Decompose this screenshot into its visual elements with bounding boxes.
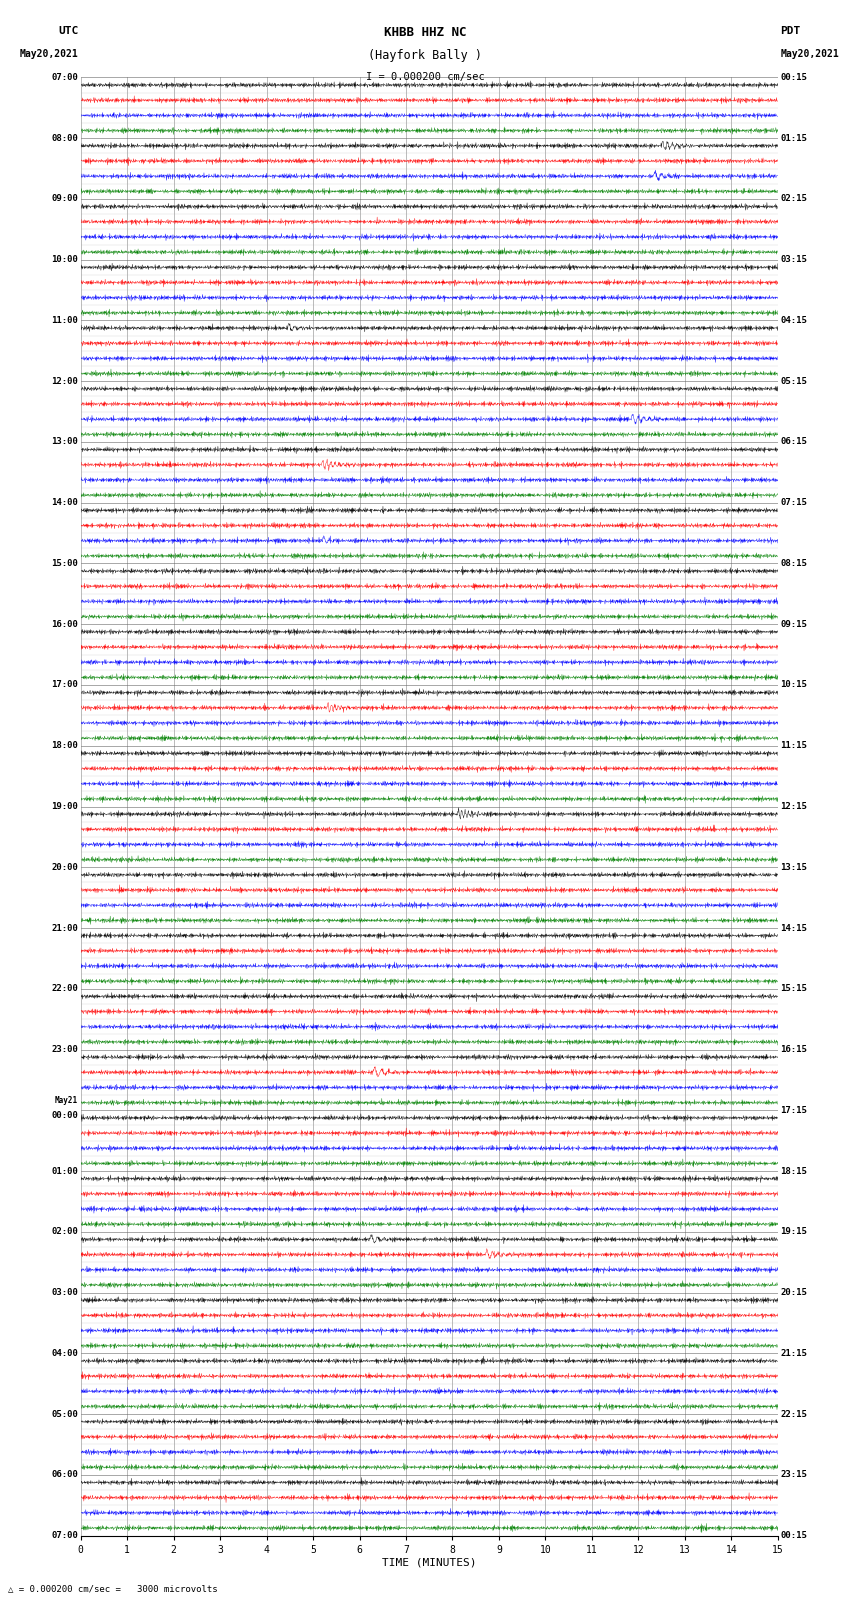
Text: 13:15: 13:15 [780, 863, 808, 871]
Text: 17:15: 17:15 [780, 1107, 808, 1115]
Text: 02:15: 02:15 [780, 195, 808, 203]
Text: 02:00: 02:00 [51, 1227, 78, 1236]
Text: 06:00: 06:00 [51, 1471, 78, 1479]
Text: 16:15: 16:15 [780, 1045, 808, 1053]
Text: 14:15: 14:15 [780, 924, 808, 932]
Text: 12:00: 12:00 [51, 377, 78, 386]
Text: 09:00: 09:00 [51, 195, 78, 203]
Text: 23:00: 23:00 [51, 1045, 78, 1053]
Text: 19:00: 19:00 [51, 802, 78, 811]
Text: 12:15: 12:15 [780, 802, 808, 811]
Text: △ = 0.000200 cm/sec =   3000 microvolts: △ = 0.000200 cm/sec = 3000 microvolts [8, 1584, 218, 1594]
Text: 04:00: 04:00 [51, 1348, 78, 1358]
Text: 11:15: 11:15 [780, 742, 808, 750]
Text: 19:15: 19:15 [780, 1227, 808, 1236]
Text: 18:00: 18:00 [51, 742, 78, 750]
Text: 00:00: 00:00 [51, 1111, 78, 1119]
Text: 20:15: 20:15 [780, 1289, 808, 1297]
Text: 21:15: 21:15 [780, 1348, 808, 1358]
Text: 22:15: 22:15 [780, 1410, 808, 1418]
Text: 21:00: 21:00 [51, 924, 78, 932]
Text: I = 0.000200 cm/sec: I = 0.000200 cm/sec [366, 71, 484, 82]
Text: 03:15: 03:15 [780, 255, 808, 265]
Text: May21: May21 [55, 1097, 78, 1105]
Text: 00:15: 00:15 [780, 73, 808, 82]
Text: KHBB HHZ NC: KHBB HHZ NC [383, 26, 467, 39]
Text: 16:00: 16:00 [51, 619, 78, 629]
Text: 05:00: 05:00 [51, 1410, 78, 1418]
Text: 10:15: 10:15 [780, 681, 808, 689]
Text: UTC: UTC [58, 26, 78, 37]
Text: 13:00: 13:00 [51, 437, 78, 447]
Text: (Hayfork Bally ): (Hayfork Bally ) [368, 48, 482, 61]
Text: 09:15: 09:15 [780, 619, 808, 629]
Text: PDT: PDT [780, 26, 801, 37]
Text: 07:00: 07:00 [51, 1531, 78, 1540]
Text: 11:00: 11:00 [51, 316, 78, 324]
Text: 01:15: 01:15 [780, 134, 808, 142]
Text: 03:00: 03:00 [51, 1289, 78, 1297]
Text: 23:15: 23:15 [780, 1471, 808, 1479]
Text: 01:00: 01:00 [51, 1166, 78, 1176]
Text: 06:15: 06:15 [780, 437, 808, 447]
Text: May20,2021: May20,2021 [780, 48, 839, 60]
Text: 08:15: 08:15 [780, 560, 808, 568]
Text: 20:00: 20:00 [51, 863, 78, 871]
Text: 08:00: 08:00 [51, 134, 78, 142]
X-axis label: TIME (MINUTES): TIME (MINUTES) [382, 1558, 477, 1568]
Text: 17:00: 17:00 [51, 681, 78, 689]
Text: May20,2021: May20,2021 [20, 48, 78, 60]
Text: 22:00: 22:00 [51, 984, 78, 994]
Text: 04:15: 04:15 [780, 316, 808, 324]
Text: 07:15: 07:15 [780, 498, 808, 506]
Text: 18:15: 18:15 [780, 1166, 808, 1176]
Text: 07:00: 07:00 [51, 73, 78, 82]
Text: 15:15: 15:15 [780, 984, 808, 994]
Text: 10:00: 10:00 [51, 255, 78, 265]
Text: 15:00: 15:00 [51, 560, 78, 568]
Text: 05:15: 05:15 [780, 377, 808, 386]
Text: 00:15: 00:15 [780, 1531, 808, 1540]
Text: 14:00: 14:00 [51, 498, 78, 506]
